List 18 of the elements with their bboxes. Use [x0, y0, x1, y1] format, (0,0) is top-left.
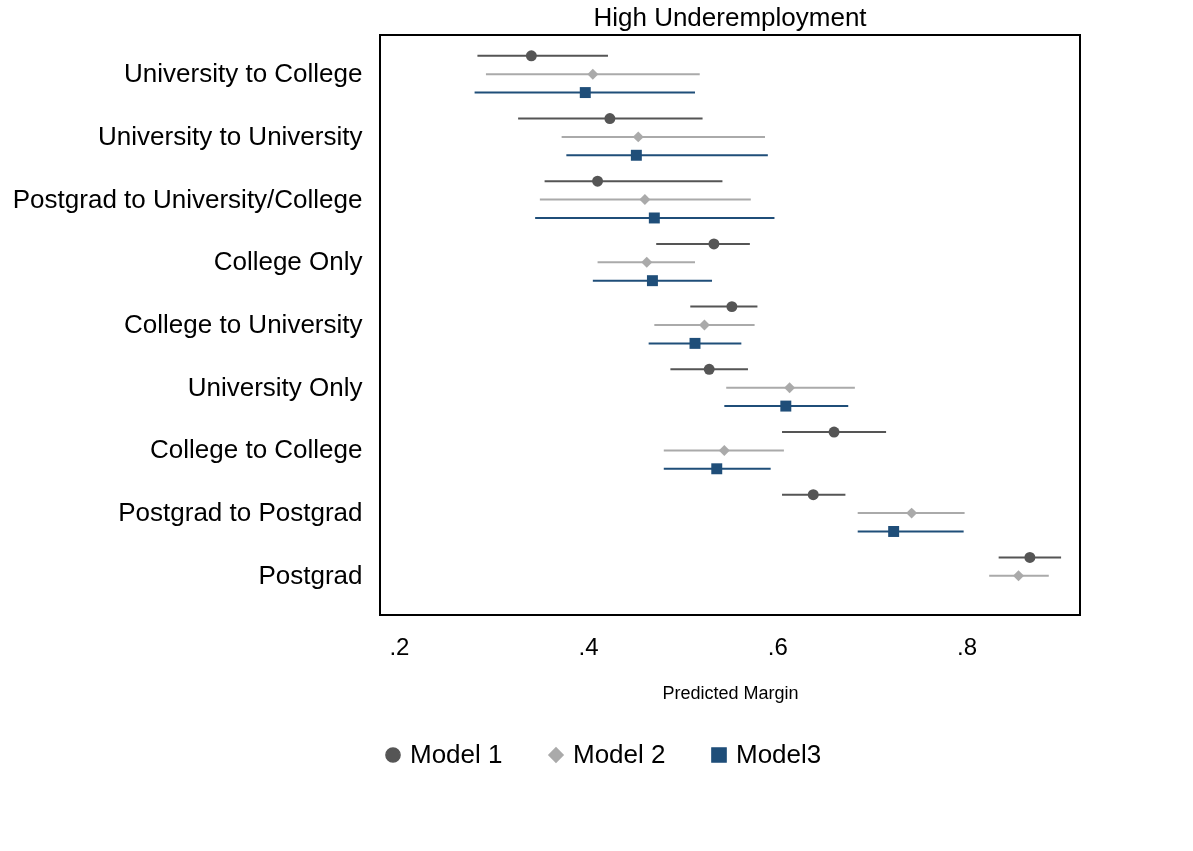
x-axis-title: Predicted Margin — [662, 682, 799, 703]
y-tick-label: University to College — [124, 58, 363, 89]
x-tick-label: .6 — [767, 632, 788, 660]
legend-label: Model3 — [736, 739, 822, 769]
y-tick-label: University Only — [187, 371, 363, 402]
y-tick-label: Postgrad — [258, 559, 363, 590]
y-tick-label: University to University — [98, 120, 363, 151]
y-tick-label: College to College — [150, 434, 363, 465]
legend-label: Model 2 — [573, 739, 666, 769]
x-tick-label: .2 — [389, 632, 410, 660]
legend-label: Model 1 — [410, 739, 503, 769]
x-tick-label: .4 — [578, 632, 599, 660]
y-tick-label: Postgrad to Postgrad — [118, 497, 363, 528]
y-tick-label: Postgrad to University/College — [12, 183, 363, 214]
y-tick-label: College Only — [213, 246, 363, 277]
chart-title: High Underemployment — [593, 2, 868, 32]
y-tick-label: College to University — [124, 309, 363, 339]
x-tick-label: .8 — [956, 632, 977, 660]
